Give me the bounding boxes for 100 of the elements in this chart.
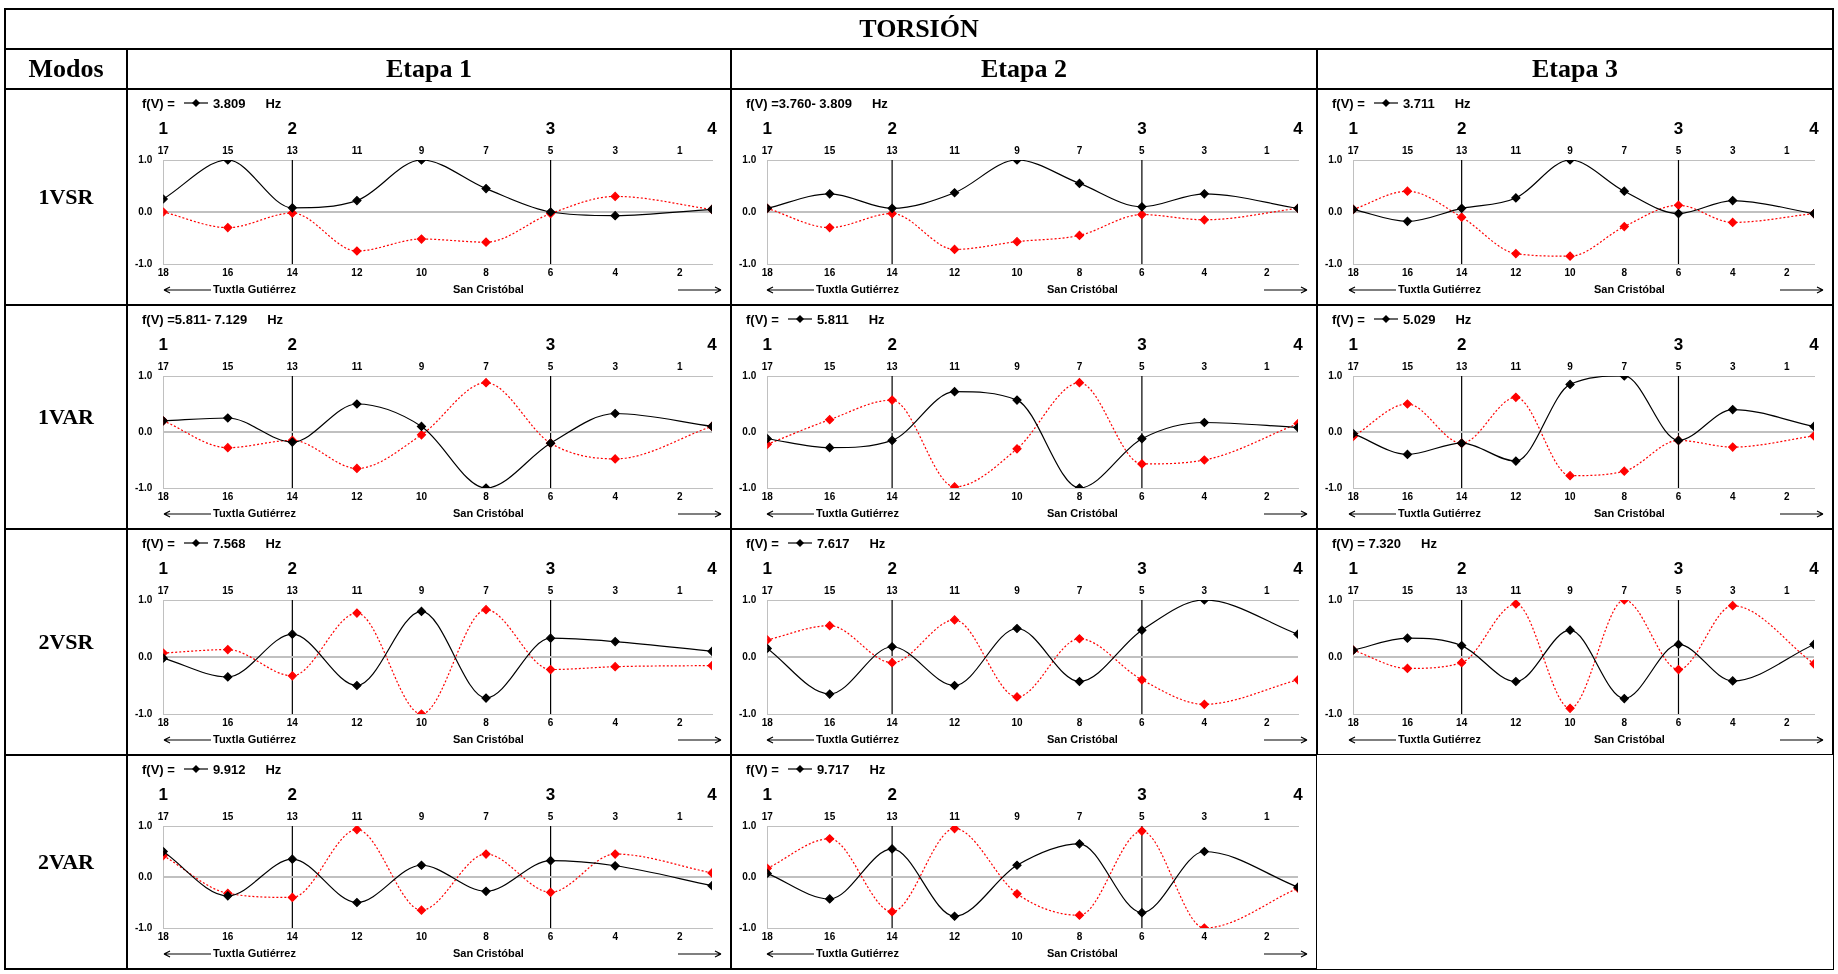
chart-title: f(V) = bbox=[1332, 95, 1365, 111]
x-tick-label: 10 bbox=[1011, 266, 1023, 278]
x-tick-label: 14 bbox=[886, 716, 899, 728]
category-label: 1VAR bbox=[38, 404, 94, 429]
text: San Cristóbal bbox=[1047, 947, 1118, 959]
x-tick-label: 8 bbox=[1621, 716, 1628, 728]
x2-tick-label: 1 bbox=[676, 360, 683, 372]
x-tick-label: 4 bbox=[1201, 490, 1208, 502]
text: 1 bbox=[1348, 335, 1358, 355]
y-tick-label: 0.0 bbox=[1328, 205, 1343, 217]
x-tick-label: 18 bbox=[761, 490, 774, 502]
text: 3 bbox=[1137, 785, 1147, 805]
x-tick-label: 12 bbox=[949, 490, 961, 502]
x2-tick-label: 9 bbox=[418, 810, 425, 822]
x2-tick-label: 17 bbox=[761, 810, 774, 822]
x-tick-label: 14 bbox=[886, 930, 899, 942]
text: Tuxtla Gutiérrez bbox=[213, 733, 296, 745]
legend-label: 3.809 bbox=[212, 95, 246, 111]
chart-title: f(V) =5.811- 7.129 bbox=[142, 311, 248, 327]
x-tick-label: 18 bbox=[761, 266, 774, 278]
x2-tick-label: 5 bbox=[1675, 584, 1682, 596]
x2-tick-label: 3 bbox=[612, 810, 619, 822]
x2-tick-label: 9 bbox=[1567, 144, 1574, 156]
text: 1 bbox=[1348, 559, 1358, 579]
x2-tick-label: 9 bbox=[418, 144, 425, 156]
text: 3 bbox=[1137, 335, 1147, 355]
x-tick-label: 10 bbox=[1011, 490, 1023, 502]
x2-tick-label: 9 bbox=[1014, 360, 1021, 372]
y-tick-label: 1.0 bbox=[138, 369, 153, 381]
text: 4 bbox=[1293, 559, 1304, 579]
x-tick-label: 16 bbox=[824, 716, 836, 728]
text: 1 bbox=[158, 559, 168, 579]
x-tick-label: 6 bbox=[1139, 716, 1146, 728]
x2-tick-label: 17 bbox=[761, 584, 774, 596]
category-label: 1VSR bbox=[38, 184, 94, 209]
x2-tick-label: 11 bbox=[351, 810, 363, 822]
text: 2 bbox=[1456, 119, 1467, 139]
x-tick-label: 6 bbox=[547, 266, 554, 278]
y-tick-label: 1.0 bbox=[742, 369, 757, 381]
x2-tick-label: 3 bbox=[1201, 144, 1208, 156]
category-label: 2VAR bbox=[38, 849, 94, 874]
text: 2 bbox=[287, 559, 298, 579]
x-tick-label: 8 bbox=[1076, 266, 1083, 278]
x2-tick-label: 7 bbox=[1076, 360, 1083, 372]
x2-tick-label: 5 bbox=[547, 584, 554, 596]
text: 4 bbox=[1809, 559, 1820, 579]
x-tick-label: 4 bbox=[612, 266, 619, 278]
y-tick-label: -1.0 bbox=[739, 257, 757, 269]
x2-tick-label: 3 bbox=[1729, 144, 1736, 156]
x-tick-label: 8 bbox=[483, 266, 490, 278]
text: 4 bbox=[707, 335, 718, 355]
x-tick-label: 2 bbox=[676, 490, 683, 502]
x-tick-label: 2 bbox=[1784, 266, 1791, 278]
text: Tuxtla Gutiérrez bbox=[1398, 283, 1481, 295]
category-label: Etapa 3 bbox=[1317, 49, 1833, 89]
text: 3 bbox=[545, 119, 556, 139]
y-tick-label: 0.0 bbox=[138, 870, 153, 882]
y-tick-label: 0.0 bbox=[742, 205, 757, 217]
x2-tick-label: 13 bbox=[286, 144, 299, 156]
x2-tick-label: 1 bbox=[1264, 144, 1270, 156]
x-tick-label: 16 bbox=[222, 716, 234, 728]
text: Tuxtla Gutiérrez bbox=[816, 507, 899, 519]
legend-label: 3.711 bbox=[1402, 95, 1435, 111]
x-tick-label: 6 bbox=[1675, 490, 1682, 502]
y-tick-label: 1.0 bbox=[1328, 153, 1343, 165]
x2-tick-label: 15 bbox=[222, 810, 234, 822]
x2-tick-label: 17 bbox=[761, 360, 774, 372]
y-tick-label: -1.0 bbox=[135, 481, 153, 493]
x-tick-label: 14 bbox=[286, 716, 299, 728]
text: 1 bbox=[158, 119, 168, 139]
category-label: Etapa 1 bbox=[127, 49, 731, 89]
x2-tick-label: 9 bbox=[1567, 584, 1574, 596]
x2-tick-label: 11 bbox=[351, 584, 363, 596]
x2-tick-label: 7 bbox=[483, 360, 490, 372]
y-tick-label: 0.0 bbox=[138, 425, 153, 437]
x2-tick-label: 5 bbox=[547, 360, 554, 372]
chart-title: f(V) = bbox=[746, 761, 779, 777]
x-tick-label: 18 bbox=[157, 716, 170, 728]
x2-tick-label: 17 bbox=[157, 584, 170, 596]
y-tick-label: 1.0 bbox=[1328, 593, 1343, 605]
y-tick-label: 1.0 bbox=[742, 819, 757, 831]
x-tick-label: 16 bbox=[222, 266, 234, 278]
x-tick-label: 18 bbox=[1347, 266, 1360, 278]
x2-tick-label: 15 bbox=[222, 584, 234, 596]
x-tick-label: 10 bbox=[1564, 716, 1577, 728]
text: San Cristóbal bbox=[453, 947, 524, 959]
x-tick-label: 8 bbox=[1621, 490, 1628, 502]
text: San Cristóbal bbox=[1594, 507, 1665, 519]
y-tick-label: -1.0 bbox=[135, 921, 153, 933]
y-tick-label: 0.0 bbox=[742, 425, 757, 437]
x-tick-label: 6 bbox=[1675, 266, 1682, 278]
x2-tick-label: 15 bbox=[1401, 584, 1414, 596]
text: 2 bbox=[887, 119, 897, 139]
chart-subtitle: Hz bbox=[1421, 535, 1437, 551]
x-tick-label: 16 bbox=[222, 930, 234, 942]
x2-tick-label: 9 bbox=[1014, 810, 1021, 822]
x2-tick-label: 5 bbox=[1675, 360, 1682, 372]
chart-title: f(V) = bbox=[1332, 311, 1365, 327]
y-tick-label: -1.0 bbox=[739, 921, 757, 933]
x2-tick-label: 1 bbox=[676, 584, 683, 596]
